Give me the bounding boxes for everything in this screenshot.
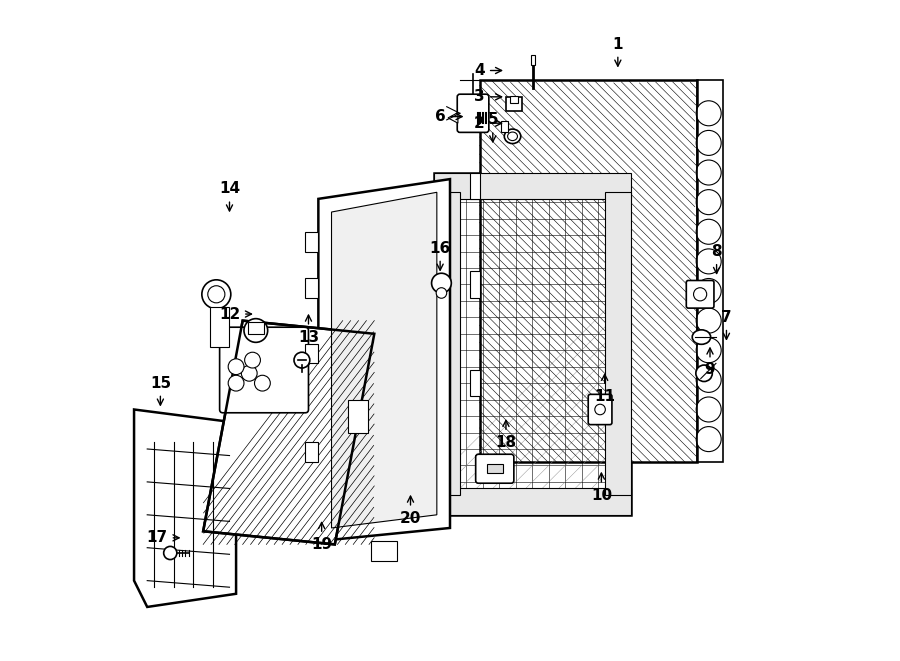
Circle shape — [229, 359, 244, 375]
Ellipse shape — [697, 338, 721, 363]
Text: 9: 9 — [705, 348, 716, 377]
Bar — [371, 541, 397, 561]
Bar — [434, 173, 631, 199]
Bar — [480, 81, 697, 462]
Bar — [470, 173, 480, 199]
Circle shape — [202, 280, 230, 309]
Circle shape — [245, 352, 260, 368]
Ellipse shape — [697, 368, 721, 393]
Bar — [305, 442, 319, 462]
Bar — [434, 192, 460, 495]
Circle shape — [229, 375, 244, 391]
Text: 4: 4 — [474, 63, 501, 78]
FancyBboxPatch shape — [220, 327, 309, 412]
Text: 20: 20 — [400, 496, 421, 525]
Text: 15: 15 — [149, 375, 171, 405]
Bar — [305, 232, 319, 252]
Ellipse shape — [696, 365, 712, 381]
Ellipse shape — [697, 160, 721, 185]
Circle shape — [208, 286, 225, 303]
Circle shape — [436, 288, 446, 298]
Bar — [501, 121, 508, 132]
Text: 14: 14 — [219, 182, 240, 211]
Bar — [305, 344, 319, 364]
Circle shape — [255, 375, 270, 391]
Ellipse shape — [697, 100, 721, 126]
Circle shape — [241, 366, 257, 381]
Text: 3: 3 — [474, 89, 501, 104]
Text: 1: 1 — [613, 36, 623, 66]
Text: 19: 19 — [311, 522, 332, 552]
Text: 6: 6 — [435, 109, 462, 124]
Circle shape — [164, 547, 176, 560]
FancyBboxPatch shape — [589, 395, 612, 424]
Ellipse shape — [697, 426, 721, 451]
Polygon shape — [331, 192, 436, 528]
Text: 5: 5 — [488, 112, 498, 142]
Ellipse shape — [697, 278, 721, 303]
Text: 10: 10 — [590, 473, 612, 502]
Ellipse shape — [697, 308, 721, 333]
Circle shape — [294, 352, 310, 368]
Bar — [487, 464, 503, 473]
Ellipse shape — [504, 129, 521, 143]
Bar — [697, 81, 724, 462]
Bar — [470, 271, 480, 297]
Ellipse shape — [697, 130, 721, 155]
Bar — [605, 192, 631, 495]
Bar — [470, 370, 480, 397]
Ellipse shape — [508, 132, 518, 141]
Polygon shape — [319, 179, 450, 541]
Bar — [210, 307, 230, 347]
Bar — [248, 322, 264, 334]
Text: 8: 8 — [711, 244, 722, 274]
Text: 18: 18 — [495, 420, 517, 450]
Ellipse shape — [697, 397, 721, 422]
Bar — [305, 278, 319, 297]
Text: 2: 2 — [474, 116, 501, 131]
Text: 17: 17 — [147, 530, 179, 545]
Bar — [510, 96, 518, 102]
Polygon shape — [448, 112, 458, 123]
Circle shape — [244, 319, 267, 342]
Bar — [348, 400, 368, 432]
Circle shape — [432, 273, 451, 293]
Circle shape — [595, 405, 606, 414]
FancyBboxPatch shape — [457, 95, 489, 132]
Text: 7: 7 — [721, 310, 732, 339]
Polygon shape — [203, 321, 374, 545]
Text: 13: 13 — [298, 315, 319, 344]
Text: 11: 11 — [594, 374, 616, 404]
Bar — [434, 173, 631, 515]
FancyBboxPatch shape — [687, 280, 714, 308]
FancyBboxPatch shape — [476, 454, 514, 483]
Text: 12: 12 — [219, 307, 251, 321]
Polygon shape — [134, 409, 236, 607]
Bar — [434, 488, 631, 515]
Ellipse shape — [692, 330, 711, 344]
Text: 16: 16 — [429, 241, 451, 270]
Bar — [506, 97, 522, 111]
Bar — [531, 56, 535, 65]
Circle shape — [694, 288, 706, 301]
Ellipse shape — [697, 249, 721, 274]
Ellipse shape — [697, 190, 721, 215]
Ellipse shape — [697, 219, 721, 245]
